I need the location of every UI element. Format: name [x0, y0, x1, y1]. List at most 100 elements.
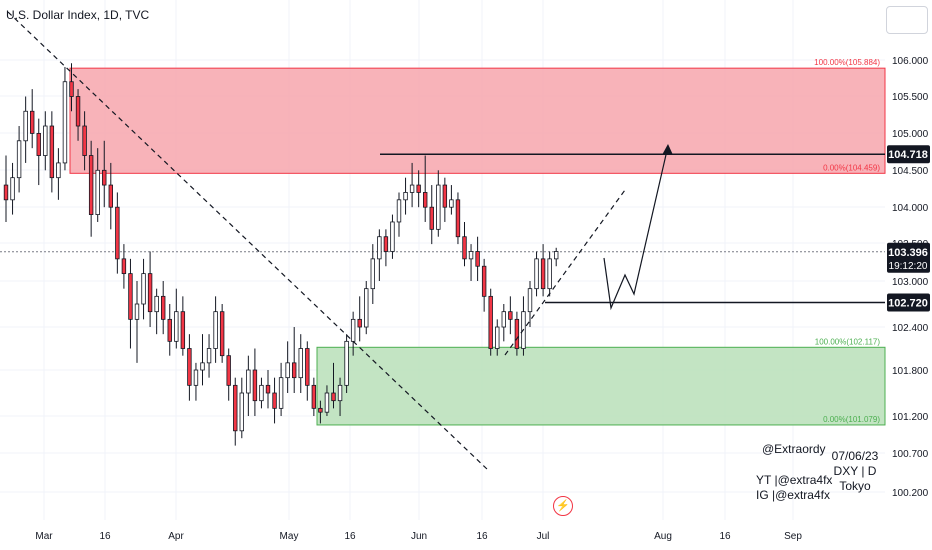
- x-tick-label: Sep: [784, 531, 802, 542]
- candle-body: [547, 258, 552, 290]
- projection-arrowhead: [662, 144, 673, 155]
- candle-body: [488, 295, 493, 349]
- candle-body: [350, 318, 356, 342]
- supply-zone: [69, 67, 886, 174]
- date-text: 07/06/23: [831, 449, 879, 463]
- projection-arrow: [603, 145, 669, 311]
- candle-body: [508, 311, 513, 320]
- candle-body: [252, 369, 258, 402]
- candle-body: [377, 236, 382, 260]
- youtube-annotation: YT |@extra4fx: [756, 473, 833, 487]
- x-tick-label: May: [280, 531, 299, 542]
- candle-body: [56, 162, 61, 179]
- candle-body: [187, 348, 192, 386]
- resistance-badge-text: 104.718: [888, 149, 928, 161]
- x-axis[interactable]: Mar 16 Apr May 16 Jun 16 Jul Aug 16 Sep: [35, 531, 802, 542]
- y-tick-label: 102.400: [892, 323, 929, 334]
- candle-body: [108, 184, 113, 208]
- y-tick-label: 101.200: [892, 412, 929, 423]
- candle-body: [174, 311, 179, 342]
- y-tick-label: 101.800: [892, 366, 929, 377]
- candle-body: [298, 348, 303, 379]
- y-tick-label: 104.500: [892, 166, 929, 177]
- y-tick-label: 100.700: [892, 449, 929, 460]
- candle-body: [455, 199, 461, 238]
- candle-body: [344, 340, 349, 386]
- candle-body: [102, 169, 107, 186]
- candle-body: [370, 258, 375, 290]
- candle-body: [213, 311, 218, 349]
- supply-zone-top-label: 100.00%(105.884): [814, 58, 880, 67]
- candle-body: [128, 273, 133, 320]
- price-levels: [0, 153, 885, 304]
- candle-body: [95, 169, 100, 215]
- x-tick-label: Apr: [168, 531, 184, 542]
- candles: [3, 63, 559, 446]
- date-annotation: 07/06/23 DXY | D Tokyo: [827, 449, 883, 494]
- candle-body: [409, 184, 415, 193]
- candle-body: [468, 251, 474, 260]
- candle-body: [403, 192, 408, 201]
- candle-body: [527, 288, 533, 313]
- candle-body: [160, 295, 166, 320]
- y-tick-label: 105.000: [892, 129, 929, 140]
- candle-body: [246, 369, 251, 394]
- current-badge: [887, 242, 930, 273]
- candle-body: [82, 125, 87, 156]
- symbol-text: DXY | D: [833, 464, 877, 478]
- handle-annotation: @Extraordy: [762, 442, 826, 456]
- candle-body: [422, 192, 428, 208]
- candle-body: [16, 140, 22, 179]
- candle-body: [514, 318, 520, 349]
- support-badge: [887, 293, 930, 312]
- descending-trendline: [7, 11, 489, 471]
- candle-body: [429, 206, 434, 230]
- candle-body: [311, 384, 317, 409]
- grid: [0, 0, 885, 520]
- candle-body: [278, 377, 284, 409]
- instagram-annotation: IG |@extra4fx: [756, 488, 830, 502]
- candle-body: [390, 221, 395, 252]
- toolbar-button[interactable]: [886, 6, 928, 34]
- x-tick-label: Mar: [35, 531, 53, 542]
- countdown-badge-text: 19:12:20: [889, 261, 928, 272]
- y-tick-label: 104.000: [892, 203, 929, 214]
- candle-body: [180, 311, 186, 349]
- support-badge-text: 102.720: [888, 297, 928, 309]
- candle-body: [193, 369, 199, 386]
- candle-body: [69, 81, 74, 97]
- candle-body: [167, 318, 172, 342]
- demand-zone-bottom-label: 0.00%(101.079): [823, 415, 880, 424]
- y-axis[interactable]: 106.000105.500105.000104.500104.000103.5…: [892, 56, 929, 499]
- candle-body: [3, 184, 9, 201]
- candle-body: [141, 273, 146, 305]
- price-badges: 104.718 103.396 19:12:20 102.720: [887, 145, 930, 312]
- demand-zone: [316, 346, 886, 426]
- candle-body: [154, 295, 159, 313]
- candle-body: [285, 362, 290, 379]
- candle-body: [121, 258, 127, 275]
- y-tick-label: 100.200: [892, 488, 929, 499]
- candle-body: [36, 132, 41, 156]
- zones: 100.00%(105.884) 0.00%(104.459) 100.00%(10…: [69, 58, 886, 426]
- candle-body: [206, 348, 212, 364]
- x-tick-label: Aug: [654, 531, 672, 542]
- candle-body: [324, 392, 330, 413]
- candle-body: [337, 384, 343, 402]
- candle-body: [134, 303, 140, 320]
- resistance-badge: [887, 145, 930, 164]
- candle-body: [239, 392, 244, 432]
- candle-body: [23, 110, 28, 142]
- flash-icon[interactable]: ⚡: [553, 496, 573, 516]
- candle-body: [462, 236, 467, 260]
- candle-body: [219, 311, 225, 357]
- candle-body: [357, 318, 362, 328]
- current-badge-text: 103.396: [888, 247, 928, 259]
- x-tick-label: Jul: [537, 531, 550, 542]
- session-text: Tokyo: [839, 479, 871, 493]
- x-tick-label: 16: [476, 531, 488, 542]
- candle-body: [554, 251, 559, 260]
- candle-body: [495, 326, 500, 349]
- candle-body: [305, 348, 310, 386]
